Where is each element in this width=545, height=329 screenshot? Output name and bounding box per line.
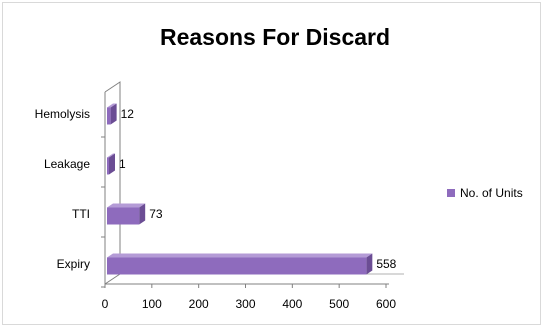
bar-side [139,203,146,225]
bar [107,157,109,175]
bar [107,257,367,275]
data-label: 12 [121,107,135,121]
data-label: 73 [149,207,163,221]
data-label: 1 [119,157,126,171]
data-label: 558 [376,257,396,271]
bar-top [107,203,146,208]
y-axis-wall [104,81,121,285]
bar [107,107,111,125]
x-tick-label: 400 [282,297,302,311]
y-tick-label: Expiry [57,257,90,271]
bar-side [109,153,115,175]
x-tick-label: 100 [142,297,162,311]
bar-side [366,253,373,275]
bar [107,207,140,225]
y-tick-label: Leakage [44,157,90,171]
x-tick-label: 600 [376,297,396,311]
bar-top [107,103,117,108]
legend: No. of Units [447,186,523,200]
chart-title: Reasons For Discard [159,24,391,50]
x-tick-label: 200 [189,297,209,311]
bar-side [110,103,117,125]
legend-swatch [447,189,455,197]
x-tick-label: 300 [235,297,255,311]
bar-top [107,153,115,158]
x-tick-label: 0 [102,297,109,311]
y-tick-label: Hemolysis [35,107,90,121]
legend-label: No. of Units [460,186,523,200]
bar-top [107,253,373,258]
y-tick-label: TTI [72,207,90,221]
x-tick-label: 500 [329,297,349,311]
